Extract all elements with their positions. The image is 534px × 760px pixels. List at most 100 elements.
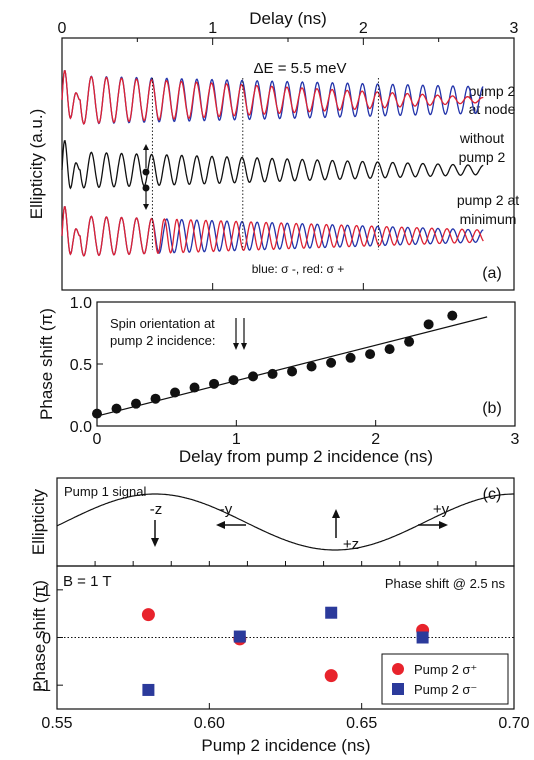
phase-shift-point: [326, 357, 337, 368]
spin-orientation-note-2: pump 2 incidence:: [110, 333, 216, 348]
sigma-plus-point: [324, 669, 338, 683]
label-minimum-2: minimum: [460, 211, 517, 227]
legend-label-sigma-plus: Pump 2 σ⁺: [414, 662, 477, 677]
phase-shift-point: [170, 387, 181, 398]
panel-a-tick-label: 0: [58, 20, 67, 37]
sigma-minus-point: [233, 630, 246, 643]
phase-shift-point: [248, 371, 259, 382]
panel-d-x-tick-label: 0.65: [346, 715, 377, 732]
spin-label-plus-y: +y: [433, 501, 450, 518]
down-arrow-1-head: [233, 343, 239, 350]
arrow-plus-z-head: [332, 509, 340, 518]
phase-shift-point: [404, 336, 415, 347]
down-arrow-2-head: [241, 343, 247, 350]
panel-d-x-tick-label: 0.55: [41, 715, 72, 732]
panel-d-x-tick-label: 0.70: [498, 715, 529, 732]
panel-d-x-tick-label: 0.60: [194, 715, 225, 732]
spin-arrow-up-head: [143, 144, 149, 150]
label-node-2: at node: [469, 101, 516, 117]
panel-d-y-tick-label: 1: [42, 583, 51, 600]
arrow-minus-z-head: [151, 538, 159, 547]
pump1-signal-label: Pump 1 signal: [64, 484, 146, 499]
label-node-1: pump 2: [469, 83, 516, 99]
label-without-2: pump 2: [459, 149, 506, 165]
phase-shift-point: [150, 393, 161, 404]
phase-shift-point: [189, 382, 200, 393]
phase-shift-point: [365, 349, 376, 360]
arrow-minus-y-head: [216, 521, 225, 529]
spin-dot-1: [142, 168, 150, 176]
phase-shift-point: [267, 368, 278, 379]
panel-d-title: Phase shift @ 2.5 ns: [385, 576, 506, 591]
panel-c-ylabel: Ellipticity: [29, 488, 48, 555]
phase-shift-point: [447, 310, 458, 321]
phase-shift-point: [345, 352, 356, 363]
phase-shift-point: [228, 375, 239, 386]
panel-a: Delay (ns) Ellipticity (a.u.) ΔE = 5.5 m…: [27, 9, 519, 291]
phase-shift-point: [287, 366, 298, 377]
label-without-1: without: [459, 130, 504, 146]
spin-orientation-note-1: Spin orientation at: [110, 316, 215, 331]
phase-shift-point: [384, 344, 395, 355]
panel-a-tick-label: 1: [208, 20, 217, 37]
ellipticity-trace: [61, 70, 484, 125]
panel-b-label: (b): [482, 400, 502, 417]
panel-b: Phase shift (π) Delay from pump 2 incide…: [37, 295, 520, 466]
panel-b-x-tick-label: 0: [93, 431, 102, 448]
ellipticity-trace: [61, 206, 484, 257]
spin-label-plus-z: +z: [343, 536, 359, 553]
spin-label-minus-y: -y: [220, 501, 233, 518]
panel-a-curves: [61, 70, 484, 257]
panel-a-ticks: 0 1 2 3: [58, 20, 519, 290]
legend-note: blue: σ -, red: σ +: [252, 262, 345, 276]
panel-d-points: [141, 606, 430, 696]
panel-b-x-tick-label: 2: [371, 431, 380, 448]
panel-d-xlabel: Pump 2 incidence (ns): [201, 736, 370, 755]
phase-shift-point: [111, 403, 122, 414]
panel-a-tick-label: 3: [510, 20, 519, 37]
legend-marker-sigma-plus: [392, 663, 404, 675]
phase-shift-point: [131, 398, 142, 409]
panel-b-y-tick-label: 1.0: [70, 295, 92, 312]
panel-b-xlabel: Delay from pump 2 incidence (ns): [179, 447, 433, 466]
panel-c: Ellipticity Pump 1 signal (c) -z -y +z +…: [29, 477, 515, 567]
field-label: B = 1 T: [63, 573, 112, 590]
sigma-minus-point: [416, 631, 429, 644]
spin-arrow-down-head: [143, 204, 149, 210]
panel-b-plot: [92, 310, 488, 419]
phase-shift-point: [306, 361, 317, 372]
phase-shift-point: [92, 408, 102, 419]
panel-b-y-tick-label: 0.0: [70, 419, 92, 436]
panel-d-y-tick-label: 0: [42, 631, 51, 648]
legend-label-sigma-minus: Pump 2 σ⁻: [414, 682, 477, 697]
panel-b-ticks: 0 1 2 3 0.0 0.5 1.0: [70, 295, 520, 448]
sigma-minus-point: [142, 683, 155, 696]
phase-shift-point: [209, 378, 220, 389]
legend-marker-sigma-minus: [392, 683, 404, 695]
phase-shift-point: [423, 319, 434, 330]
panel-a-xlabel-top: Delay (ns): [249, 9, 326, 28]
arrow-plus-y-head: [439, 521, 448, 529]
spin-dot-2: [142, 184, 150, 192]
panel-a-label: (a): [482, 265, 502, 282]
panel-a-tick-label: 2: [359, 20, 368, 37]
spin-orientation-arrows: [233, 318, 247, 350]
panel-d-legend: Pump 2 σ⁺ Pump 2 σ⁻: [381, 653, 509, 705]
sigma-plus-point: [141, 608, 155, 622]
panel-d-ylabel: Phase shift (π): [30, 580, 49, 692]
spin-arrows: [142, 144, 150, 210]
panel-b-ylabel: Phase shift (π): [37, 308, 56, 420]
delta-e-annotation: ΔE = 5.5 meV: [254, 60, 347, 77]
sigma-minus-point: [325, 606, 338, 619]
panel-b-x-tick-label: 1: [232, 431, 241, 448]
pump1-signal-curve: [56, 493, 514, 551]
panel-d-ticks: 0.55 0.60 0.65 0.70 -1 0 1: [37, 583, 530, 732]
label-minimum-1: pump 2 at: [457, 192, 519, 208]
panel-d-y-tick-label: -1: [37, 678, 51, 695]
panel-d: Phase shift (π) Pump 2 incidence (ns) B …: [30, 565, 530, 755]
legend-box: [381, 653, 509, 705]
panel-a-ylabel: Ellipticity (a.u.): [27, 109, 46, 220]
spin-label-minus-z: -z: [150, 501, 163, 518]
panel-c-ticks: [56, 561, 515, 566]
